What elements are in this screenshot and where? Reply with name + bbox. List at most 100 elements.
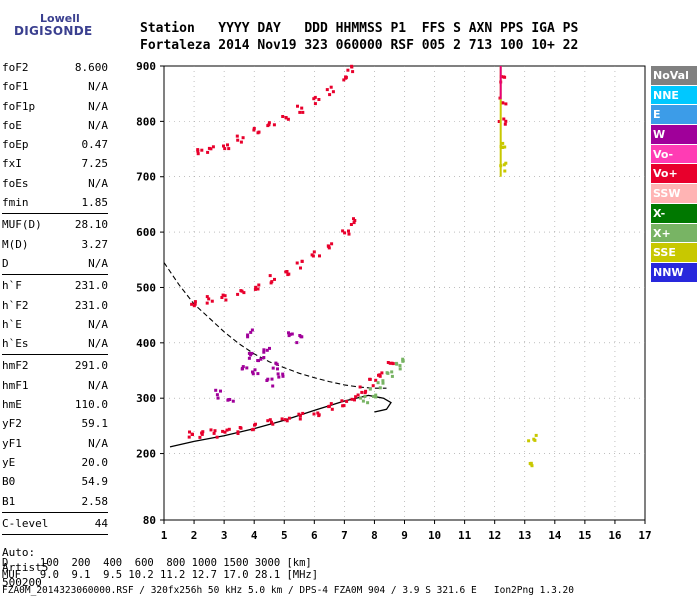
legend: NoVal NNE E W Vo- Vo+ SSW X- X+ SSE NNW — [651, 66, 697, 283]
auto-code: 500200 — [2, 576, 42, 590]
auto-artist: Artist5 — [2, 561, 49, 575]
echo-mark — [330, 242, 334, 246]
echo-mark — [287, 272, 291, 276]
param-key: hmF2 — [2, 359, 29, 373]
param-value: N/A — [88, 337, 108, 351]
echo-mark — [256, 287, 260, 291]
echo-mark — [253, 287, 257, 291]
param-value: 231.0 — [74, 298, 108, 312]
param-row: D N/A — [2, 254, 108, 273]
legend-entry: SSE — [651, 243, 697, 263]
echo-mark — [371, 384, 375, 388]
echo-mark — [313, 102, 317, 106]
echo-mark — [270, 377, 274, 381]
footer-block: D 100 200 400 600 800 1000 1500 3000 [km… — [2, 557, 318, 581]
echo-mark — [254, 422, 257, 426]
echo-mark — [252, 128, 256, 132]
echo-mark — [376, 381, 380, 385]
echo-mark — [286, 117, 290, 121]
echo-mark — [276, 367, 279, 371]
echo-mark — [207, 297, 211, 301]
echo-mark — [295, 341, 299, 345]
y-tick-label: 500 — [136, 281, 156, 294]
echo-mark — [350, 397, 354, 401]
echo-mark — [223, 147, 227, 151]
echo-mark — [236, 138, 240, 142]
echo-mark — [283, 418, 287, 422]
echo-mark — [390, 370, 394, 374]
echo-mark — [214, 388, 218, 392]
echo-mark — [268, 274, 272, 278]
param-row: yF2 59.1 — [2, 414, 108, 433]
echo-mark — [236, 432, 240, 435]
echo-mark — [298, 417, 302, 421]
echo-mark — [381, 381, 385, 385]
echo-mark — [530, 464, 534, 468]
x-tick-label: 12 — [488, 529, 501, 542]
echo-mark — [341, 229, 345, 233]
header-block: Station YYYY DAY DDD HHMMSS P1 FFS S AXN… — [140, 20, 578, 54]
echo-mark — [256, 372, 260, 376]
echo-mark — [227, 427, 231, 431]
param-value: N/A — [88, 176, 108, 190]
echo-mark — [193, 300, 197, 304]
echo-mark — [295, 261, 299, 265]
echo-mark — [327, 405, 331, 409]
echo-mark — [359, 396, 363, 400]
echo-mark — [222, 144, 225, 148]
echo-mark — [312, 97, 316, 101]
echo-mark — [534, 433, 538, 437]
x-tick-label: 1 — [161, 529, 168, 542]
echo-mark — [270, 420, 273, 424]
echo-mark — [504, 102, 508, 106]
echo-mark — [270, 280, 274, 284]
echo-mark — [188, 430, 191, 434]
echo-mark — [216, 396, 220, 400]
echo-mark — [381, 379, 385, 383]
echo-mark — [503, 75, 507, 79]
legend-entry: NNE — [651, 85, 697, 106]
param-value: 3.27 — [81, 237, 109, 251]
legend-entry: NoVal — [651, 66, 697, 86]
echo-mark — [241, 365, 245, 369]
echo-mark — [360, 390, 364, 394]
echo-mark — [206, 150, 210, 154]
param-key: foEs — [2, 176, 29, 190]
legend-entry: Vo+ — [651, 164, 697, 185]
param-key: h`E — [2, 317, 22, 331]
echo-mark — [267, 121, 271, 125]
echo-mark — [354, 395, 358, 399]
echo-mark — [192, 304, 196, 308]
echo-mark — [352, 217, 355, 221]
legend-entry: W — [651, 125, 697, 145]
echo-mark — [262, 356, 266, 359]
echo-mark — [356, 393, 360, 397]
param-separator — [2, 274, 108, 276]
echo-mark — [353, 219, 357, 222]
echo-mark — [198, 435, 202, 439]
param-separator — [2, 213, 108, 215]
echo-mark — [395, 362, 399, 366]
echo-mark — [300, 335, 304, 339]
y-tick-label: 900 — [136, 60, 156, 73]
header-line2: Fortaleza 2014 Nov19 323 060000 RSF 005 … — [140, 38, 579, 53]
param-value: 110.0 — [74, 398, 108, 412]
echo-mark — [331, 90, 335, 94]
param-value: 0.47 — [81, 138, 109, 152]
param-separator — [2, 511, 108, 513]
echo-mark — [388, 361, 392, 365]
echo-mark — [224, 298, 228, 302]
param-key: h`F2 — [2, 298, 29, 312]
echo-mark — [312, 412, 316, 416]
echo-mark — [368, 377, 372, 381]
param-value: 28.10 — [74, 218, 108, 232]
echo-mark — [213, 429, 217, 433]
param-key: h`Es — [2, 337, 29, 351]
echo-mark — [298, 110, 302, 114]
echo-mark — [268, 346, 271, 350]
echo-mark — [285, 419, 289, 423]
echo-mark — [239, 140, 243, 144]
x-tick-label: 13 — [518, 529, 531, 542]
param-value: 1.85 — [81, 196, 109, 210]
x-tick-label: 14 — [548, 529, 562, 542]
